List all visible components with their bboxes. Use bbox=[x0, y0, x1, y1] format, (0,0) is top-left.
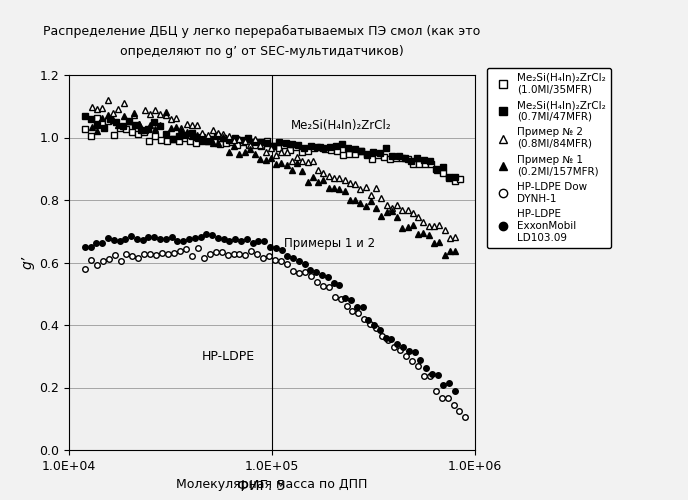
Text: определяют по g’ от SEC-мультидатчиков): определяют по g’ от SEC-мультидатчиков) bbox=[120, 45, 403, 58]
Legend: Me₂Si(H₄In)₂ZrCl₂
(1.0MI/35MFR), Me₂Si(H₄In)₂ZrCl₂
(0.7MI/47MFR), Пример № 2
(0.: Me₂Si(H₄In)₂ZrCl₂ (1.0MI/35MFR), Me₂Si(H… bbox=[487, 68, 611, 248]
Text: Распределение ДБЦ у легко перерабатываемых ПЭ смол (как это: Распределение ДБЦ у легко перерабатываем… bbox=[43, 25, 480, 38]
X-axis label: Молекулярная масса по ДПП: Молекулярная масса по ДПП bbox=[176, 478, 367, 492]
Text: Примеры 1 и 2: Примеры 1 и 2 bbox=[284, 238, 375, 250]
Text: ФИГ. 5: ФИГ. 5 bbox=[237, 479, 286, 493]
Y-axis label: g’: g’ bbox=[21, 256, 35, 269]
Text: HP-LDPE: HP-LDPE bbox=[202, 350, 255, 363]
Text: Me₂Si(H₄In)₂ZrCl₂: Me₂Si(H₄In)₂ZrCl₂ bbox=[291, 118, 391, 132]
